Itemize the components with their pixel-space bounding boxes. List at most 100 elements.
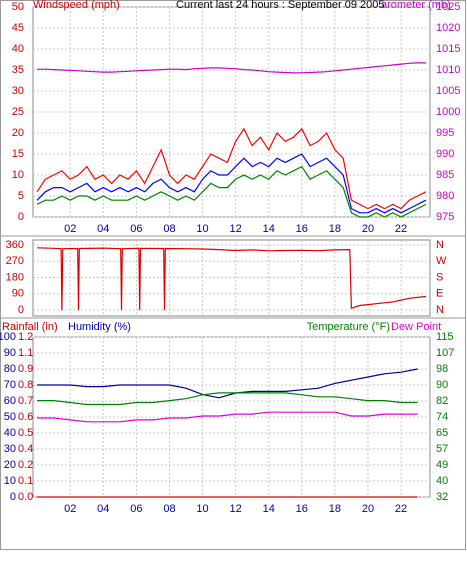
x-tick-label: 04 [97,223,109,235]
y-tick-label: 0 [18,304,24,316]
y-tick-label: 15 [12,148,24,160]
y2-tick-label: 90 [436,379,448,391]
y3-tick-label: 0.9 [18,363,33,375]
x-tick-label: 12 [230,503,242,515]
y-tick-label: 5 [18,190,24,202]
y2-tick-label: 57 [436,443,448,455]
series-line [37,368,418,399]
y2-tick-label: 1020 [436,22,460,34]
x-tick-label: 18 [329,223,341,235]
y-tick-label: 90 [12,288,24,300]
series-line [36,127,427,210]
axis-title: arometer (mb) [381,0,451,11]
y2-tick-label: 74 [436,411,448,423]
y-tick-label: 50 [12,1,24,13]
x-tick-label: 22 [395,503,407,515]
y2-tick-label: 985 [436,169,454,181]
y3-tick-label: 0.0 [18,491,33,503]
y2-tick-label: 82 [436,395,448,407]
y2-tick-label: 1000 [436,106,460,118]
y-tick-label: 270 [6,255,24,267]
y2-tick-label: 1005 [436,85,460,97]
y-tick-label: 100 [0,331,16,343]
y3-tick-label: 0.2 [18,459,33,471]
y2-tick-label: 98 [436,363,448,375]
series-line [37,62,426,74]
y-tick-label: 70 [4,379,16,391]
y2-tick-label: 49 [436,459,448,471]
y-tick-label: 20 [4,459,16,471]
y2-tick-label: 1015 [436,43,460,55]
y-tick-label: 40 [12,43,24,55]
y2-tick-label: W [436,255,447,267]
axis-title: Humidity (%) [68,321,131,333]
y-tick-label: 360 [6,239,24,251]
y-tick-label: 90 [4,347,16,359]
series-line [37,392,418,406]
y2-tick-label: S [436,271,443,283]
y2-tick-label: 980 [436,190,454,202]
y-tick-label: 40 [4,427,16,439]
y-tick-label: 180 [6,271,24,283]
axis-title: Temperature (°F) [307,321,390,333]
x-tick-label: 14 [263,223,275,235]
legend-label: Dew Point [391,321,441,333]
plot-area [32,336,431,498]
y3-tick-label: 0.6 [18,411,33,423]
y2-tick-label: 65 [436,427,448,439]
x-tick-label: 10 [196,503,208,515]
x-tick-label: 12 [230,223,242,235]
y2-tick-label: N [436,304,444,316]
y2-tick-label: 975 [436,211,454,223]
y2-tick-label: 115 [436,331,454,343]
x-tick-label: 02 [64,223,76,235]
x-tick-label: 02 [64,503,76,515]
x-tick-label: 20 [362,223,374,235]
y-tick-label: 0 [18,211,24,223]
y-tick-label: 50 [4,411,16,423]
y3-tick-label: 0.4 [18,443,33,455]
y3-tick-label: 0.7 [18,395,33,407]
chart-title: Current last 24 hours : September 09 200… [176,0,385,11]
x-tick-label: 06 [130,223,142,235]
y-tick-label: 25 [12,106,24,118]
y2-tick-label: E [436,288,443,300]
y3-tick-label: 1.1 [18,347,33,359]
x-tick-label: 14 [263,503,275,515]
y2-tick-label: 40 [436,475,448,487]
y3-tick-label: 0.8 [18,379,33,391]
x-tick-label: 10 [196,223,208,235]
y-tick-label: 10 [12,169,24,181]
y-tick-label: 30 [4,443,16,455]
y2-tick-label: 32 [436,491,448,503]
y3-tick-label: 0.5 [18,427,33,439]
x-tick-label: 16 [296,223,308,235]
x-tick-label: 18 [329,503,341,515]
x-tick-label: 08 [163,223,175,235]
y2-tick-label: N [436,239,444,251]
series-line [37,247,426,311]
x-tick-label: 16 [296,503,308,515]
y-tick-label: 30 [12,85,24,97]
y-tick-label: 80 [4,363,16,375]
y2-tick-label: 990 [436,148,454,160]
plot-area [32,6,431,218]
series-line [36,153,427,214]
y2-tick-label: 995 [436,127,454,139]
y-tick-label: 20 [12,127,24,139]
x-tick-label: 22 [395,223,407,235]
y-tick-label: 35 [12,64,24,76]
axis-title: Windspeed (mph) [33,0,120,11]
y3-tick-label: 1.2 [18,331,33,343]
y-tick-label: 60 [4,395,16,407]
y3-tick-label: 0.1 [18,475,33,487]
axis-title: Rainfall (in) [2,321,58,333]
plot-area [32,239,431,317]
y-tick-label: 10 [4,475,16,487]
y-tick-label: 45 [12,22,24,34]
x-tick-label: 04 [97,503,109,515]
x-tick-label: 20 [362,503,374,515]
y2-tick-label: 107 [436,347,454,359]
y2-tick-label: 1025 [436,1,460,13]
